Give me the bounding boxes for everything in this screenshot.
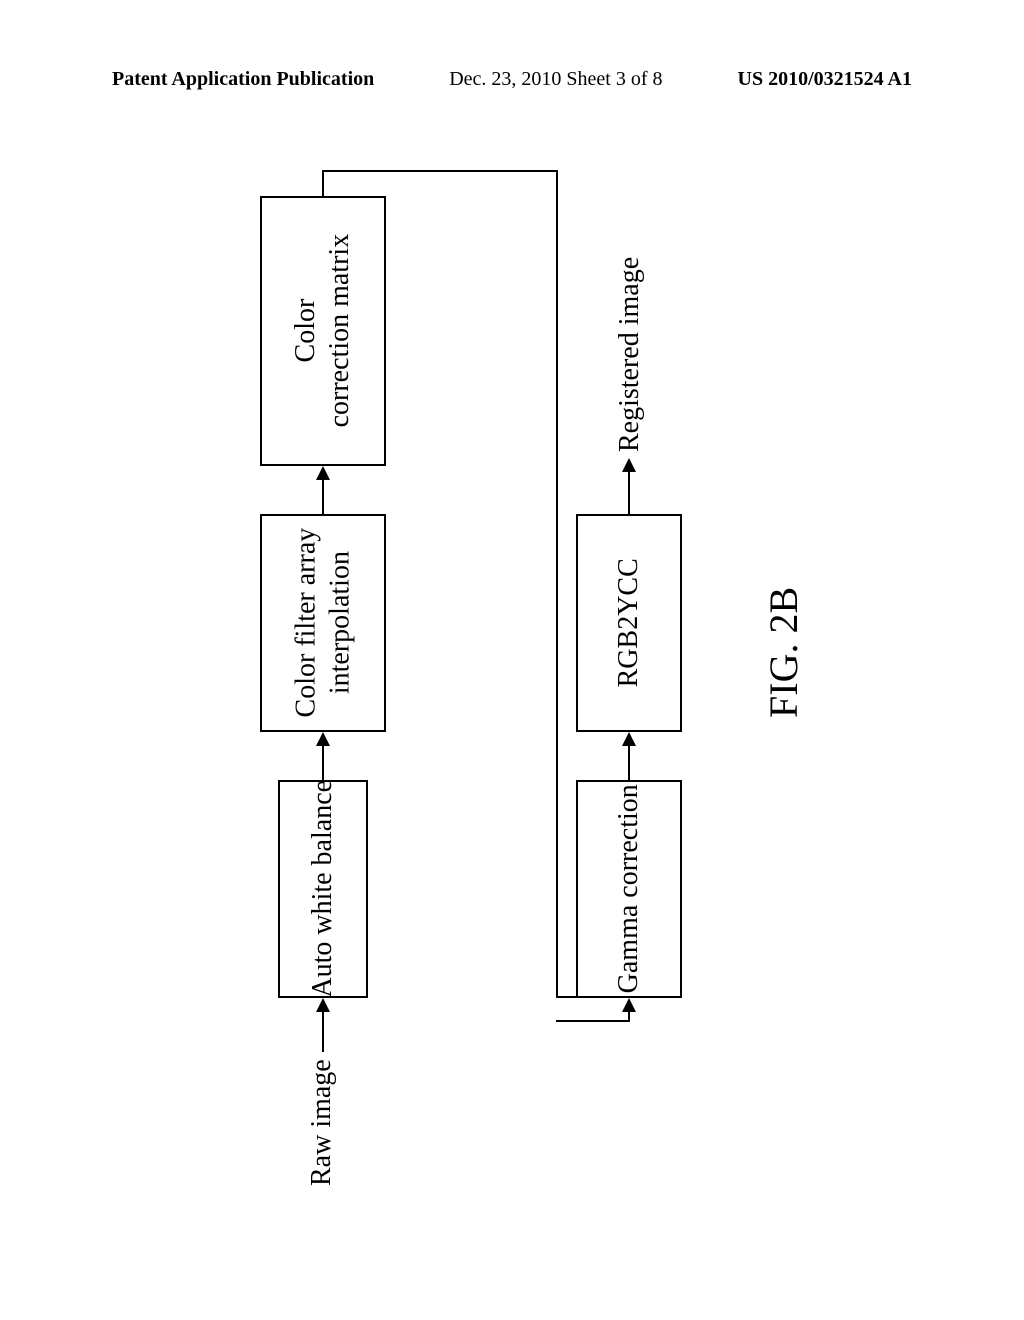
box-color-correction-matrix: Color correction matrix <box>260 196 386 466</box>
label-raw-image: Raw image <box>306 1059 338 1186</box>
box-cfa-interpolation: Color filter array interpolation <box>260 514 386 732</box>
arrowhead-raw-to-awb <box>316 998 330 1012</box>
arrowhead-cfa-to-ccm <box>316 466 330 480</box>
box-rgb2ycc: RGB2YCC <box>576 514 682 732</box>
arrow-cfa-to-ccm <box>322 478 324 514</box>
arrow-raw-to-awb <box>322 1010 324 1052</box>
flowchart-diagram: Raw image Auto white balance Color filte… <box>0 0 1024 1320</box>
figure-caption: FIG. 2B <box>760 587 807 718</box>
box-auto-white-balance: Auto white balance <box>278 780 368 998</box>
conn-ccm-across <box>322 170 558 172</box>
arrowhead-rgb2ycc-to-reg <box>622 458 636 472</box>
conn-gamma-entry-v <box>628 996 630 998</box>
arrow-rgb2ycc-to-reg <box>628 470 630 514</box>
arrow-awb-to-cfa <box>322 744 324 780</box>
arrow-gamma-to-rgb2ycc <box>628 744 630 780</box>
conn-gamma-bottom-v <box>628 1010 630 1022</box>
conn-into-gamma <box>556 996 576 998</box>
conn-ccm-down <box>556 170 558 998</box>
box-gamma-correction: Gamma correction <box>576 780 682 998</box>
conn-gamma-bottom-h <box>556 1020 630 1022</box>
label-registered-image: Registered image <box>614 257 646 452</box>
arrowhead-awb-to-cfa <box>316 732 330 746</box>
conn-ccm-up <box>322 170 324 196</box>
arrowhead-gamma-to-rgb2ycc <box>622 732 636 746</box>
